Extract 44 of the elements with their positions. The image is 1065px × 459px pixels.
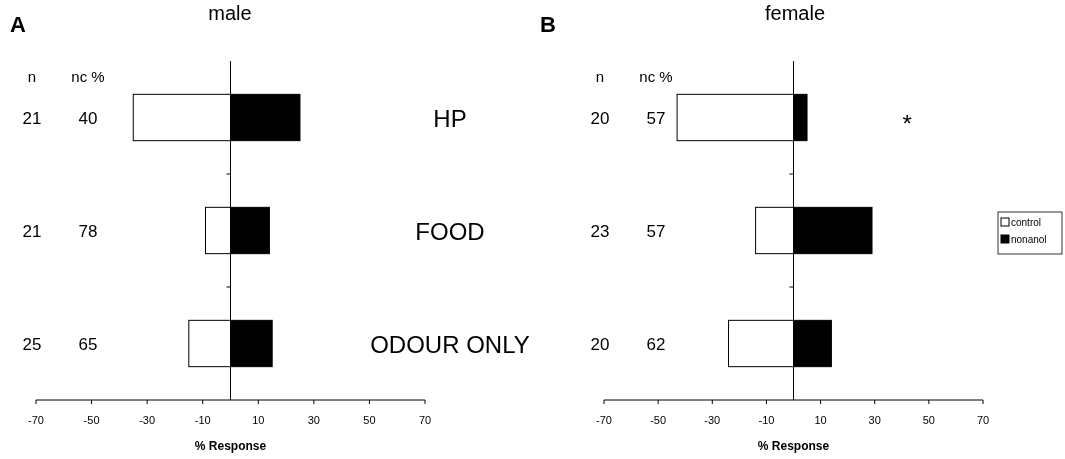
annotation: 21 [22, 221, 42, 241]
annotation: n [27, 68, 37, 85]
x-tick-label: 30 [868, 414, 881, 426]
x-axis-title: % Response [194, 439, 267, 453]
x-tick-label: 50 [363, 414, 376, 426]
annotation: 57 [646, 108, 666, 128]
x-tick-label: -70 [596, 414, 612, 426]
chart-title: female [764, 2, 826, 24]
x-tick-label: 10 [814, 414, 827, 426]
annotation: 57 [646, 221, 666, 241]
annotation: 20 [590, 108, 610, 128]
annotation: 40 [78, 108, 98, 128]
x-tick-label: -30 [704, 414, 721, 426]
annotation: 78 [78, 221, 98, 241]
text: A [10, 12, 26, 37]
y-tick-label: FOOD [415, 217, 485, 245]
legend-label: nonanol [1011, 234, 1047, 245]
annotation: n [595, 68, 605, 85]
chart-title: male [208, 2, 252, 24]
annotation: nc % [639, 68, 673, 85]
annotation: 20 [590, 334, 610, 354]
x-tick-label: 30 [307, 414, 320, 426]
y-tick-label: ODOUR ONLY [370, 330, 530, 358]
x-tick-label: -30 [139, 414, 156, 426]
x-tick-label: 50 [922, 414, 935, 426]
x-tick-label: -50 [83, 414, 100, 426]
annotation: nc % [71, 68, 105, 85]
annotation: 21 [22, 108, 42, 128]
text: B [540, 12, 556, 37]
y-tick-label: HP [433, 104, 467, 132]
x-axis-title: % Response [757, 439, 830, 453]
x-tick-label: 10 [252, 414, 265, 426]
x-tick-label: 70 [418, 414, 432, 426]
legend-label: control [1011, 217, 1042, 228]
x-tick-label: -10 [194, 414, 211, 426]
annotation: 25 [22, 334, 42, 354]
annotation: * [902, 109, 912, 137]
x-tick-label: -10 [758, 414, 775, 426]
annotation: 62 [646, 334, 666, 354]
annotation: 65 [78, 334, 98, 354]
x-tick-label: -50 [650, 414, 667, 426]
x-tick-label: 70 [976, 414, 990, 426]
x-tick-label: -70 [28, 414, 44, 426]
annotation: 23 [590, 221, 610, 241]
